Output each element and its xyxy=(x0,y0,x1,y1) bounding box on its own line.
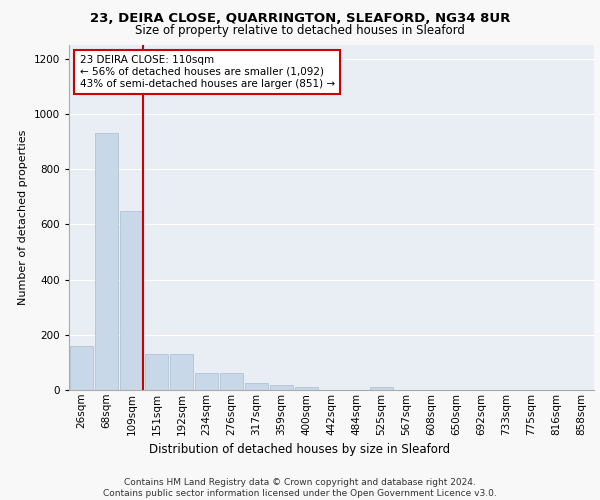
Bar xyxy=(370,386,393,390)
Bar xyxy=(270,385,293,390)
Bar xyxy=(95,134,118,390)
Bar xyxy=(120,210,143,390)
Y-axis label: Number of detached properties: Number of detached properties xyxy=(18,130,28,305)
Text: Distribution of detached houses by size in Sleaford: Distribution of detached houses by size … xyxy=(149,442,451,456)
Bar xyxy=(245,383,268,390)
Text: Size of property relative to detached houses in Sleaford: Size of property relative to detached ho… xyxy=(135,24,465,37)
Text: Contains HM Land Registry data © Crown copyright and database right 2024.
Contai: Contains HM Land Registry data © Crown c… xyxy=(103,478,497,498)
Bar xyxy=(145,354,168,390)
Text: 23 DEIRA CLOSE: 110sqm
← 56% of detached houses are smaller (1,092)
43% of semi-: 23 DEIRA CLOSE: 110sqm ← 56% of detached… xyxy=(79,56,335,88)
Bar xyxy=(70,346,93,390)
Text: 23, DEIRA CLOSE, QUARRINGTON, SLEAFORD, NG34 8UR: 23, DEIRA CLOSE, QUARRINGTON, SLEAFORD, … xyxy=(90,12,510,26)
Bar xyxy=(295,386,318,390)
Bar xyxy=(170,354,193,390)
Bar xyxy=(195,374,218,390)
Bar xyxy=(220,374,243,390)
